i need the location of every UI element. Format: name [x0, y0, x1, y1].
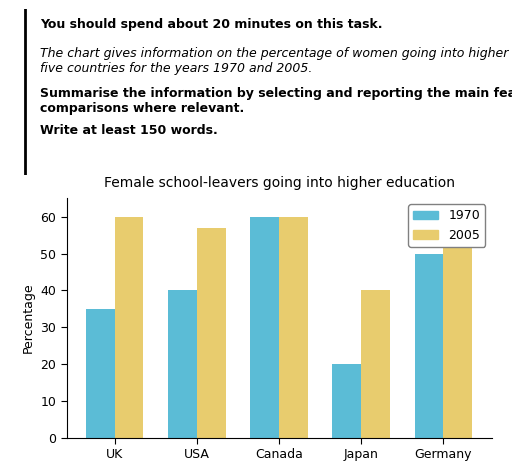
Bar: [415, 254, 443, 438]
Text: Write at least 150 words.: Write at least 150 words.: [40, 124, 218, 137]
Bar: [250, 217, 279, 438]
Bar: [168, 290, 197, 438]
Bar: [279, 217, 308, 438]
Text: Summarise the information by selecting and reporting the main features, and make: Summarise the information by selecting a…: [40, 87, 512, 115]
Bar: [86, 309, 115, 438]
Title: Female school-leavers going into higher education: Female school-leavers going into higher …: [103, 176, 455, 190]
Bar: [115, 217, 143, 438]
Y-axis label: Percentage: Percentage: [22, 283, 35, 354]
Bar: [361, 290, 390, 438]
Bar: [332, 364, 361, 438]
Text: The chart gives information on the percentage of women going into higher educati: The chart gives information on the perce…: [40, 47, 512, 76]
Bar: [443, 235, 472, 438]
Legend: 1970, 2005: 1970, 2005: [409, 205, 485, 247]
Text: You should spend about 20 minutes on this task.: You should spend about 20 minutes on thi…: [40, 18, 382, 30]
Bar: [197, 228, 226, 438]
